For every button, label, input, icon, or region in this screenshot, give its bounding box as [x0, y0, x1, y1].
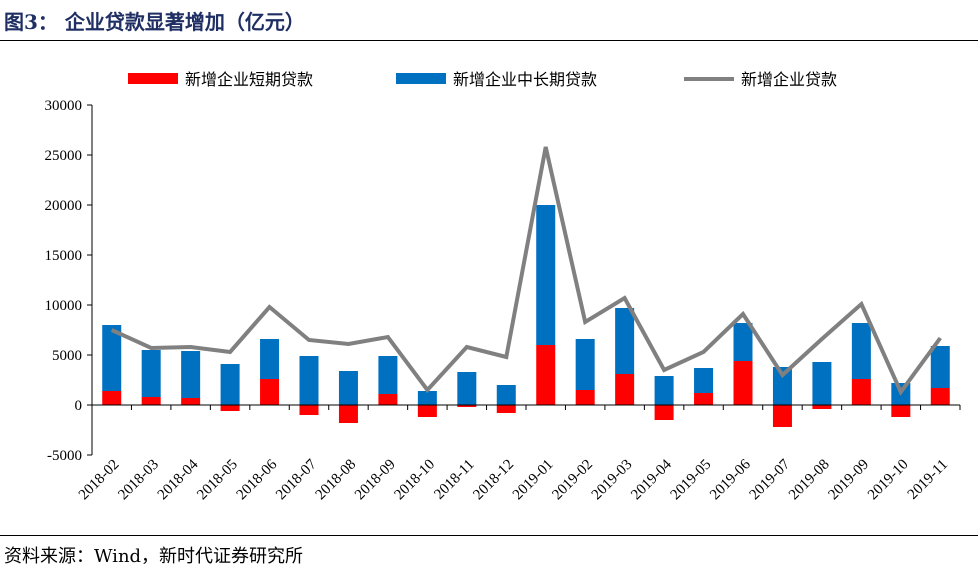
bar-long-term — [181, 351, 201, 398]
line-layer — [110, 146, 942, 396]
x-tick-label: 2018-04 — [155, 456, 202, 503]
bar-layer — [102, 205, 950, 427]
bar-short-term — [851, 379, 871, 405]
bar-short-term — [575, 390, 595, 405]
bar-long-term — [615, 308, 635, 374]
bar-short-term — [733, 361, 753, 405]
y-tick-label: 25000 — [45, 148, 83, 164]
bar-long-term — [536, 205, 556, 345]
y-tick-label: -5000 — [47, 448, 82, 464]
x-tick-label: 2019-01 — [510, 457, 557, 504]
bar-long-term — [260, 339, 280, 379]
bar-short-term — [378, 394, 398, 405]
x-tick-label: 2018-10 — [392, 457, 439, 504]
x-tick-label: 2018-02 — [76, 457, 123, 504]
x-tick-label: 2019-07 — [747, 456, 794, 503]
x-axis: 2018-022018-032018-042018-052018-062018-… — [76, 404, 961, 504]
x-tick-label: 2019-11 — [905, 457, 951, 503]
legend-swatch — [396, 73, 446, 84]
x-tick-label: 2019-04 — [628, 456, 675, 503]
bar-short-term — [654, 405, 674, 420]
bar-long-term — [654, 376, 674, 405]
legend: 新增企业短期贷款 新增企业中长期贷款 新增企业贷款 — [128, 70, 837, 89]
bar-long-term — [141, 350, 161, 397]
y-tick-label: 15000 — [45, 248, 83, 264]
x-tick-label: 2019-09 — [826, 457, 873, 504]
x-tick-label: 2018-11 — [431, 457, 477, 503]
bar-short-term — [496, 405, 516, 413]
y-axis: 30000 25000 20000 15000 10000 5000 0 -5000 — [45, 98, 93, 464]
bar-long-term — [575, 339, 595, 390]
bar-long-term — [733, 323, 753, 361]
legend-swatch — [128, 73, 178, 84]
source-divider — [0, 535, 978, 536]
chart: 新增企业短期贷款 新增企业中长期贷款 新增企业贷款 30000 25000 20000 1… — [45, 70, 961, 504]
y-tick-label: 0 — [75, 398, 83, 414]
x-tick-label: 2019-05 — [668, 457, 715, 504]
y-tick-label: 30000 — [45, 98, 83, 114]
y-tick-label: 20000 — [45, 198, 83, 214]
series-line-total — [110, 146, 942, 396]
legend-label: 新增企业贷款 — [741, 70, 837, 89]
bar-short-term — [615, 374, 635, 405]
bar-long-term — [496, 385, 516, 405]
bar-long-term — [772, 367, 792, 405]
x-tick-label: 2018-07 — [273, 456, 320, 503]
legend-label: 新增企业中长期贷款 — [453, 70, 597, 89]
bar-short-term — [812, 405, 832, 409]
bar-short-term — [457, 405, 477, 407]
bar-short-term — [141, 397, 161, 405]
bar-short-term — [299, 405, 319, 415]
bar-short-term — [536, 345, 556, 405]
bar-long-term — [220, 364, 240, 405]
bar-long-term — [694, 368, 714, 393]
bar-short-term — [181, 398, 201, 405]
bar-long-term — [457, 372, 477, 405]
bar-long-term — [812, 362, 832, 405]
x-tick-label: 2019-03 — [589, 457, 636, 504]
bar-short-term — [338, 405, 358, 423]
bar-short-term — [694, 393, 714, 405]
bar-long-term — [378, 356, 398, 394]
bar-long-term — [338, 371, 358, 405]
bar-short-term — [417, 405, 437, 417]
bar-long-term — [299, 356, 319, 405]
legend-label: 新增企业短期贷款 — [185, 70, 313, 89]
figure-title: 图3： 企业贷款显著增加（亿元） — [4, 10, 305, 34]
bar-long-term — [102, 325, 122, 391]
x-tick-label: 2018-08 — [313, 457, 360, 504]
bar-short-term — [220, 405, 240, 411]
x-tick-label: 2018-03 — [115, 457, 162, 504]
bar-short-term — [260, 379, 280, 405]
bar-short-term — [102, 391, 122, 405]
x-tick-label: 2018-09 — [352, 457, 399, 504]
x-tick-label: 2019-08 — [786, 457, 833, 504]
bar-short-term — [772, 405, 792, 427]
x-tick-label: 2019-02 — [549, 457, 596, 504]
x-tick-label: 2018-06 — [234, 456, 281, 503]
bar-short-term — [930, 388, 950, 405]
x-tick-label: 2019-06 — [707, 456, 754, 503]
y-tick-label: 5000 — [52, 348, 82, 364]
x-tick-label: 2019-10 — [865, 457, 912, 504]
y-tick-label: 10000 — [45, 298, 83, 314]
x-tick-label: 2018-12 — [470, 457, 517, 504]
x-tick-label: 2018-05 — [194, 457, 241, 504]
title-divider — [0, 40, 978, 41]
bar-short-term — [891, 405, 911, 417]
bar-long-term — [930, 346, 950, 388]
bar-long-term — [417, 391, 437, 405]
bar-long-term — [851, 323, 871, 379]
source-note: 资料来源：Wind，新时代证券研究所 — [4, 546, 304, 567]
